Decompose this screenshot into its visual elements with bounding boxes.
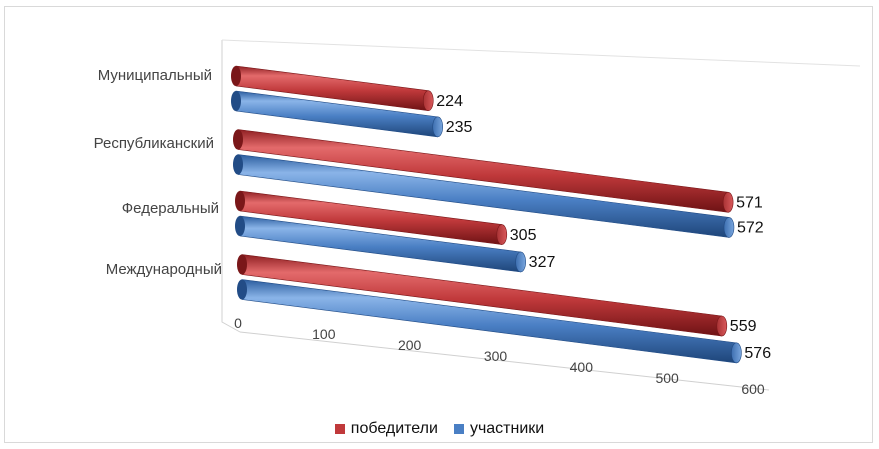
bar-end-cap-1-3 [731,342,742,364]
bar-start-cap-0-1 [233,129,243,150]
bar-start-cap-0-0 [231,66,241,86]
back-wall-edge [221,40,241,333]
bar-end-cap-0-1 [722,192,734,213]
category-label-3: Международный [106,261,222,278]
legend-swatch-participants [453,424,464,434]
data-label-1-2: 327 [529,254,556,271]
category-label-2: Федеральный [122,200,219,217]
legend-label-winners: победители [350,420,438,437]
bar-end-cap-1-2 [515,251,526,273]
bar-start-cap-1-3 [237,279,247,300]
data-labels: 224 235 571 572 305 327 559 576 [436,93,771,362]
bar-end-cap-0-2 [496,224,508,245]
bar-end-cap-0-3 [716,315,728,337]
data-label-0-3: 559 [730,318,757,335]
tick-label-1: 100 [312,326,336,342]
category-label-1: Республиканский [94,135,214,152]
tick-label-4: 400 [570,359,594,375]
legend-entry-participants: участники [453,420,545,438]
data-label-0-1: 571 [736,195,763,212]
data-label-0-0: 224 [436,93,463,110]
x-axis-ticks: 0 100 200 300 400 500 600 [234,315,765,397]
tick-label-0: 0 [234,315,242,331]
data-label-1-3: 576 [744,345,771,362]
data-label-0-2: 305 [510,227,537,244]
category-label-0: Муниципальный [98,67,212,84]
chart-walls [221,39,861,391]
tick-label-3: 300 [484,348,508,364]
floor-edge [239,331,770,391]
bar-start-cap-1-2 [235,216,245,236]
legend: победители участники [0,420,879,438]
bar-end-cap-1-1 [723,217,735,238]
bar-start-cap-1-0 [231,91,241,111]
legend-label-participants: участники [469,420,545,437]
tick-label-5: 500 [655,370,679,386]
bar-start-cap-0-3 [237,254,247,275]
data-label-1-0: 235 [446,119,473,136]
bar-start-cap-0-2 [235,191,245,211]
bar-start-cap-1-1 [233,154,243,175]
back-wall-top-edge [221,39,861,67]
bars [231,65,742,364]
data-label-1-1: 572 [737,220,764,237]
bar-end-cap-0-0 [422,90,434,111]
tick-label-2: 200 [398,337,422,353]
category-labels: Муниципальный Республиканский Федеральный М… [94,67,222,278]
tick-label-6: 600 [741,381,765,397]
bar-end-cap-1-0 [432,116,444,138]
legend-swatch-winners [334,424,345,434]
legend-entry-winners: победители [334,420,438,438]
